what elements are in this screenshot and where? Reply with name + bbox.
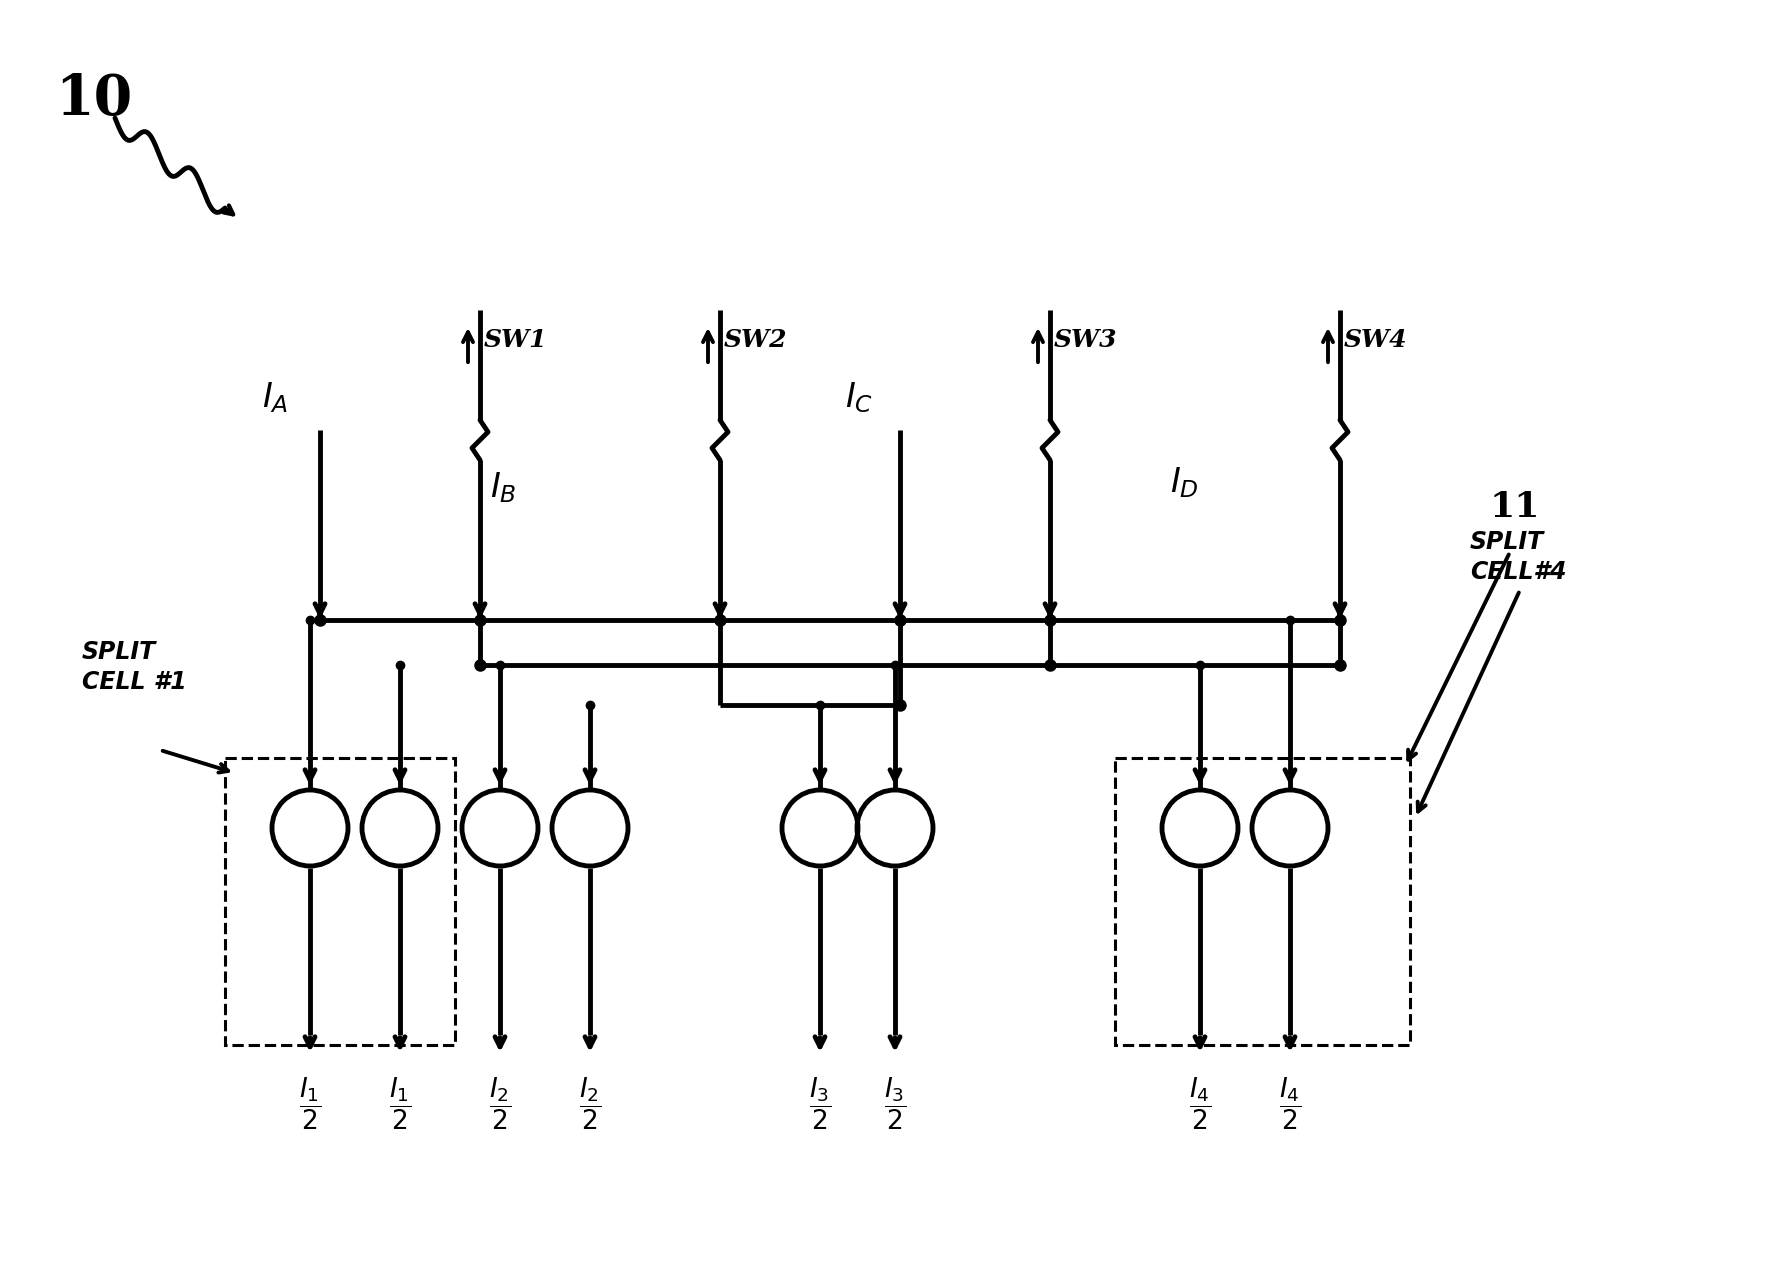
Text: 10: 10 [55,73,132,127]
Text: SW2: SW2 [725,328,787,353]
Text: $\dfrac{I_{2}}{2}$: $\dfrac{I_{2}}{2}$ [488,1074,512,1132]
Text: $\dfrac{I_{3}}{2}$: $\dfrac{I_{3}}{2}$ [809,1074,832,1132]
Text: $\dfrac{I_{3}}{2}$: $\dfrac{I_{3}}{2}$ [884,1074,907,1132]
Text: $\dfrac{I_{2}}{2}$: $\dfrac{I_{2}}{2}$ [580,1074,601,1132]
Text: $\mathit{I_A}$: $\mathit{I_A}$ [261,381,288,415]
Text: SPLIT
CELL#4: SPLIT CELL#4 [1471,530,1567,584]
Text: $\dfrac{I_{1}}{2}$: $\dfrac{I_{1}}{2}$ [299,1074,322,1132]
Text: SW4: SW4 [1344,328,1408,353]
Text: $\dfrac{I_{4}}{2}$: $\dfrac{I_{4}}{2}$ [1279,1074,1301,1132]
Text: $\mathit{I_D}$: $\mathit{I_D}$ [1170,465,1199,500]
Bar [1115,757,1410,1045]
Text: SW3: SW3 [1054,328,1118,353]
Text: $\mathit{I_C}$: $\mathit{I_C}$ [844,381,873,415]
Text: $\mathit{I_B}$: $\mathit{I_B}$ [490,470,517,504]
Text: $\dfrac{I_{4}}{2}$: $\dfrac{I_{4}}{2}$ [1190,1074,1211,1132]
Text: 11: 11 [1490,490,1540,524]
Text: SPLIT
CELL #1: SPLIT CELL #1 [82,640,186,694]
Bar [225,757,454,1045]
Text: SW1: SW1 [485,328,547,353]
Text: $\dfrac{I_{1}}{2}$: $\dfrac{I_{1}}{2}$ [388,1074,411,1132]
